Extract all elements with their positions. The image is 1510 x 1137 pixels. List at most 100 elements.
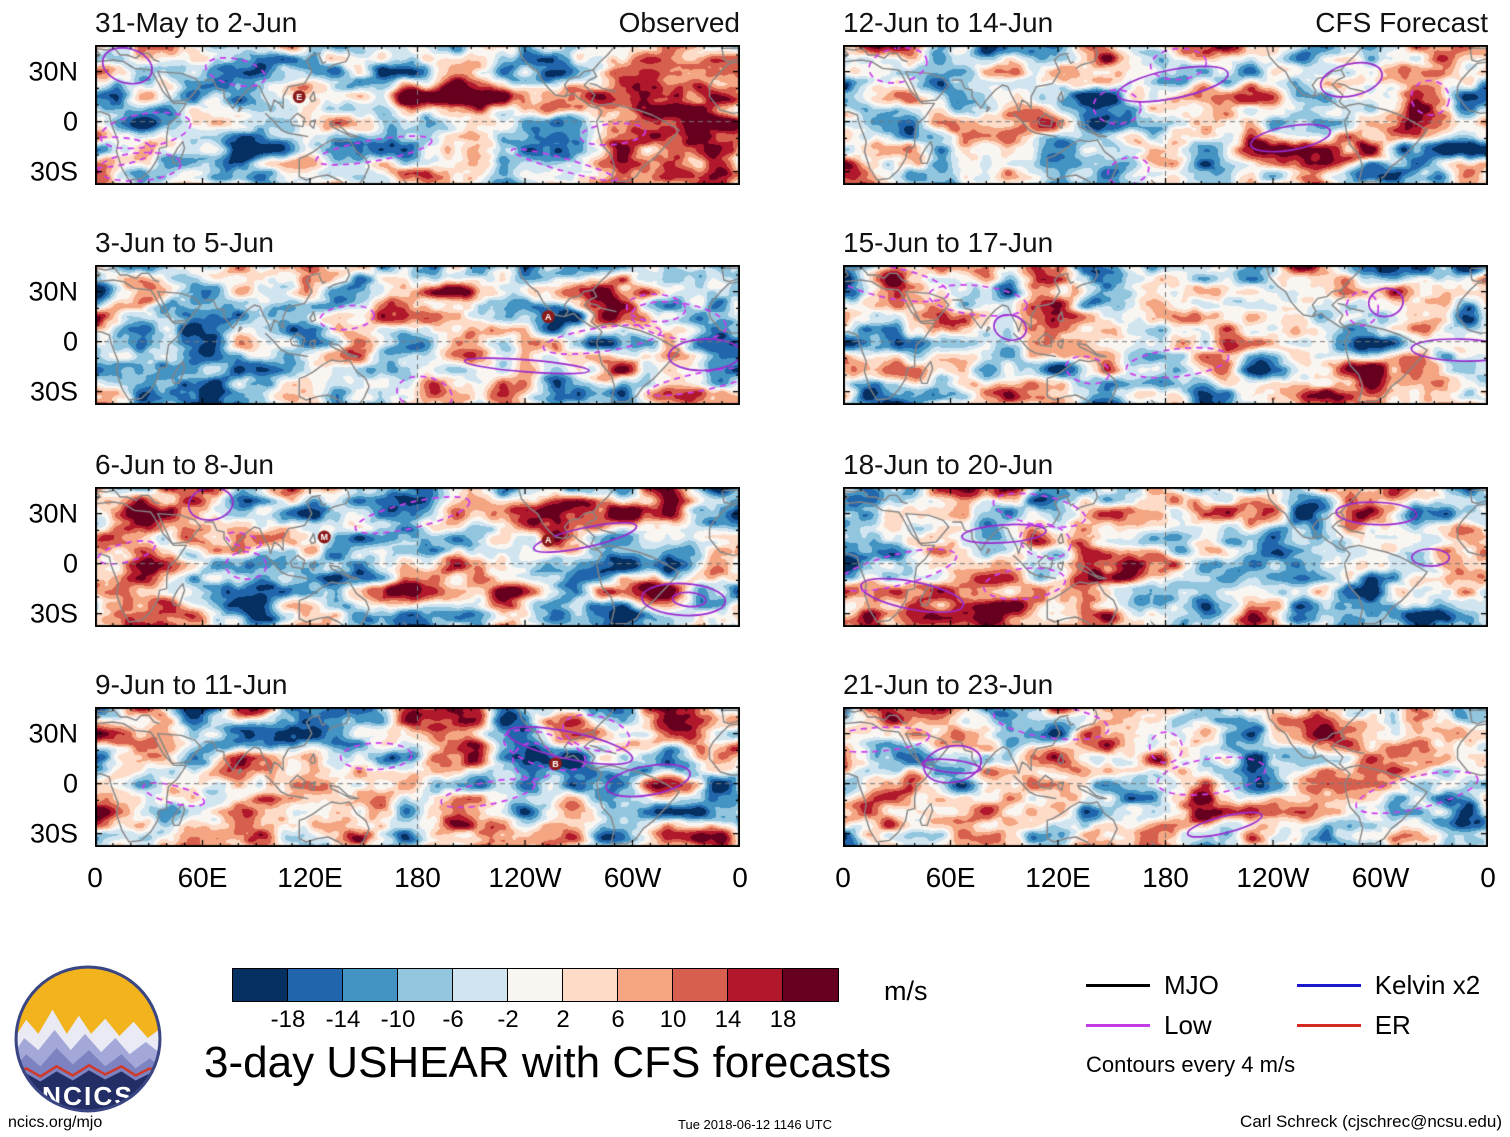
map-canvas-2	[95, 487, 740, 627]
legend-note: Contours every 4 m/s	[1086, 1052, 1296, 1077]
map-canvas-3	[95, 707, 740, 847]
panel-header: 31-May to 2-Jun Observed	[95, 7, 740, 39]
y-axis-label: 30N	[28, 718, 78, 749]
panel-header: 18-Jun to 20-Jun	[843, 449, 1488, 481]
x-axis-label: 60E	[925, 862, 976, 893]
map-canvas-6	[843, 487, 1488, 627]
panel-title: 15-Jun to 17-Jun	[843, 227, 1054, 258]
legend-label: Kelvin x2	[1374, 969, 1481, 1000]
panel-header: 9-Jun to 11-Jun	[95, 669, 740, 701]
panel-header: 12-Jun to 14-Jun CFS Forecast	[843, 7, 1488, 39]
colorbar-tick-label: -18	[270, 1006, 306, 1033]
y-axis-label: 30S	[29, 376, 78, 407]
colorbar-tick-labels: -18 -14 -10 -6 -2 2 6 10 14 18	[232, 1006, 839, 1034]
map-canvas-5	[843, 265, 1488, 405]
legend-items: MJO Kelvin x2 Low ER	[1086, 970, 1506, 1040]
ncics-logo-graphic: NCICS	[14, 965, 162, 1113]
colorbar-cell	[288, 969, 343, 1001]
x-axis-label: 60W	[1351, 862, 1410, 893]
colorbar-tick-label: 2	[556, 1006, 570, 1033]
colorbar-cell	[563, 969, 618, 1001]
map-canvas-7	[843, 707, 1488, 847]
ncics-logo-text: NCICS	[42, 1081, 134, 1111]
panel-title: 3-Jun to 5-Jun	[95, 227, 274, 258]
legend-line-swatch	[1086, 983, 1150, 987]
legend-line-swatch	[1296, 1023, 1361, 1027]
map-canvas-0	[95, 45, 740, 185]
x-axis-label: 60W	[603, 862, 662, 893]
map-canvas-4	[843, 45, 1488, 185]
colorbar-cell	[618, 969, 673, 1001]
panel-title: 18-Jun to 20-Jun	[843, 449, 1054, 480]
y-axis-label: 30S	[29, 598, 78, 629]
panel-title: 9-Jun to 11-Jun	[95, 669, 288, 700]
footer-timestamp: Tue 2018-06-12 1146 UTC	[678, 1117, 832, 1132]
panel-corner-label: CFS Forecast	[1315, 7, 1488, 38]
x-axis-label: 120W	[488, 862, 562, 893]
y-axis-label: 0	[62, 326, 78, 357]
legend-label: ER	[1374, 1009, 1411, 1040]
y-axis-label: 30N	[28, 56, 78, 87]
panel-title: 31-May to 2-Jun	[95, 7, 298, 38]
colorbar-cell	[453, 969, 508, 1001]
x-axis-label: 0	[835, 862, 851, 893]
colorbar-units: m/s	[884, 976, 928, 1006]
colorbar-cell	[398, 969, 453, 1001]
panel-header: 3-Jun to 5-Jun	[95, 227, 740, 259]
x-axis-label: 180	[1142, 862, 1189, 893]
y-axis-label: 30S	[29, 818, 78, 849]
panel-title: 21-Jun to 23-Jun	[843, 669, 1054, 700]
colorbar-cell	[673, 969, 728, 1001]
x-axis-labels-left: 0 60E 120E 180 120W 60W 0	[87, 862, 748, 898]
colorbar-tick-label: -14	[325, 1006, 361, 1033]
panel-header: 21-Jun to 23-Jun	[843, 669, 1488, 701]
panel-corner-label: Observed	[618, 7, 740, 38]
footer-author: Carl Schreck (cjschrec@ncsu.edu)	[1240, 1112, 1502, 1131]
y-axis-label: 30N	[28, 498, 78, 529]
colorbar-tick-label: 10	[659, 1006, 687, 1033]
legend-item: Low	[1086, 1010, 1245, 1040]
y-axis-label: 0	[62, 106, 78, 137]
x-axis-label: 0	[87, 862, 103, 893]
ncics-logo: NCICS	[12, 963, 164, 1115]
colorbar-cell	[233, 969, 288, 1001]
y-axis-label: 30N	[28, 276, 78, 307]
colorbar-tick-label: 14	[714, 1006, 742, 1033]
legend-item: Kelvin x2	[1296, 969, 1506, 1000]
colorbar-cell	[508, 969, 563, 1001]
legend-label: MJO	[1164, 969, 1219, 1000]
x-axis-label: 120W	[1236, 862, 1310, 893]
x-axis-labels-right: 0 60E 120E 180 120W 60W 0	[835, 862, 1496, 898]
contour-legend: MJO Kelvin x2 Low ER Contours every 4 m/s	[1086, 970, 1506, 1078]
x-axis-label: 180	[394, 862, 441, 893]
panel-title: 6-Jun to 8-Jun	[95, 449, 274, 480]
colorbar-cell	[728, 969, 783, 1001]
map-canvas-1	[95, 265, 740, 405]
panel-title: 12-Jun to 14-Jun	[843, 7, 1054, 38]
x-axis-label: 120E	[1025, 862, 1091, 893]
footer-url: ncics.org/mjo	[8, 1114, 103, 1131]
colorbar	[232, 968, 839, 1002]
y-axis-label: 0	[62, 768, 78, 799]
colorbar-cell	[783, 969, 838, 1001]
colorbar-tick-label: -2	[497, 1006, 519, 1033]
colorbar-cell	[343, 969, 398, 1001]
colorbar-tick-label: -10	[380, 1006, 416, 1033]
x-axis-label: 0	[732, 862, 748, 893]
colorbar-tick-label: 18	[769, 1006, 797, 1033]
panel-header: 15-Jun to 17-Jun	[843, 227, 1488, 259]
legend-line-swatch	[1086, 1023, 1150, 1027]
y-axis-label: 0	[62, 548, 78, 579]
panel-header: 6-Jun to 8-Jun	[95, 449, 740, 481]
x-axis-label: 60E	[177, 862, 228, 893]
legend-label: Low	[1164, 1009, 1212, 1040]
x-axis-label: 0	[1480, 862, 1496, 893]
legend-item: MJO	[1086, 970, 1245, 1000]
legend-line-swatch	[1296, 983, 1361, 987]
colorbar-tick-label: 6	[611, 1006, 625, 1033]
colorbar-tick-label: -6	[442, 1006, 464, 1033]
y-axis-label: 30S	[29, 156, 78, 187]
x-axis-label: 120E	[277, 862, 343, 893]
legend-item: ER	[1296, 1009, 1506, 1040]
figure-title: 3-day USHEAR with CFS forecasts	[204, 1038, 892, 1087]
